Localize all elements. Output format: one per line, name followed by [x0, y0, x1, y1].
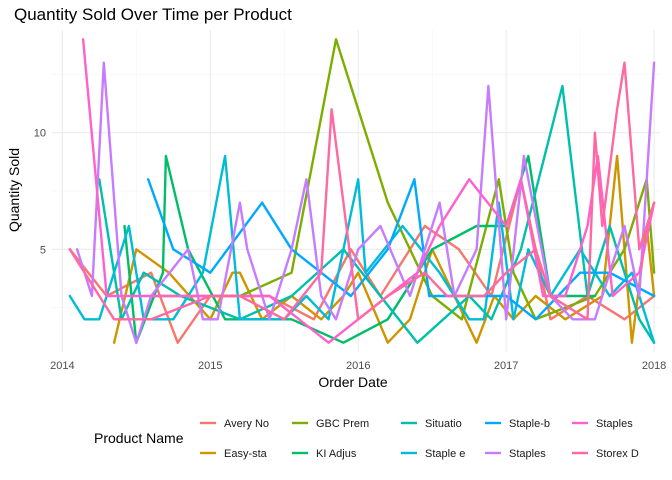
legend-label-5: Situatio: [425, 418, 462, 430]
series-line-9: [81, 38, 656, 344]
legend-label-7: Staple-b: [509, 418, 550, 430]
legend-label-4: KI Adjus: [316, 448, 357, 460]
legend-label-3: GBC Prem: [316, 418, 369, 430]
legend-title: Product Name: [94, 430, 184, 446]
x-axis-title: Order Date: [318, 374, 387, 390]
chart-title: Quantity Sold Over Time per Product: [14, 5, 292, 24]
x-tick-label: 2015: [198, 360, 222, 372]
x-tick-label: 2014: [50, 360, 74, 372]
x-tick-label: 2016: [346, 360, 370, 372]
y-axis-title: Quantity Sold: [6, 148, 22, 232]
y-axis-ticks: 5 10: [34, 128, 46, 257]
legend-label-8: Staples: [509, 448, 546, 460]
legend-label-1: Avery No: [224, 418, 269, 430]
x-axis-ticks: 2014 2015 2016 2017 2018: [50, 360, 666, 372]
legend: Product Name Avery No Easy-sta GBC Prem KI …: [94, 418, 639, 460]
series-line-10: [68, 61, 656, 321]
x-tick-label: 2018: [642, 360, 666, 372]
legend-label-9: Staples: [596, 418, 633, 430]
y-tick-label: 5: [40, 244, 46, 256]
x-tick-label: 2017: [494, 360, 518, 372]
legend-label-2: Easy-sta: [224, 448, 268, 460]
legend-label-6: Staple e: [425, 448, 465, 460]
legend-label-10: Storex D: [596, 448, 639, 460]
y-tick-label: 10: [34, 128, 46, 140]
series-layer: [68, 38, 656, 344]
